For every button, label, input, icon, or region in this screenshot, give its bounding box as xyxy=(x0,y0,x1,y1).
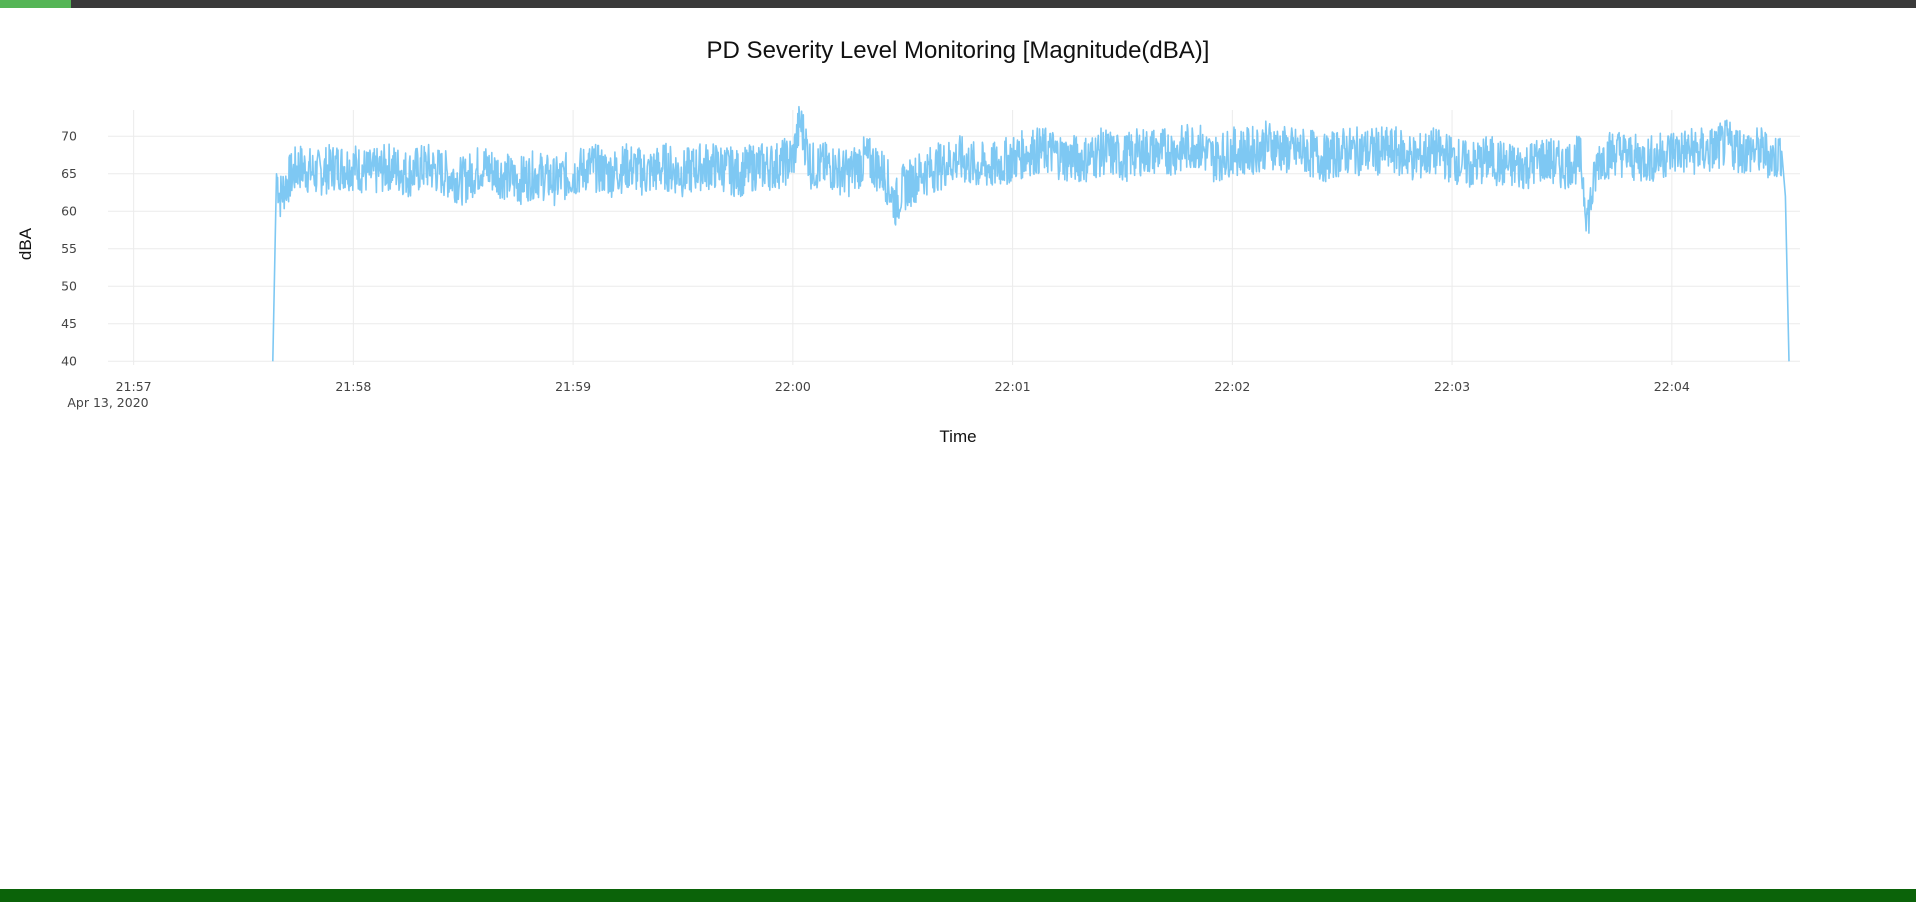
y-tick-label: 55 xyxy=(61,241,77,256)
x-tick-label: 22:02 xyxy=(1214,379,1250,394)
chart: PD Severity Level Monitoring [Magnitude(… xyxy=(16,37,1800,446)
chart-title: PD Severity Level Monitoring [Magnitude(… xyxy=(707,37,1210,64)
top-bar xyxy=(0,0,1916,8)
x-tick-label: 21:58 xyxy=(335,379,371,394)
y-tick-label: 60 xyxy=(61,203,77,218)
x-tick-label: 22:03 xyxy=(1434,379,1470,394)
y-tick-label: 70 xyxy=(61,128,77,143)
series-point xyxy=(480,165,482,167)
y-tick-label: 45 xyxy=(61,316,77,331)
top-progress-indicator xyxy=(0,0,71,8)
y-axis-ticks: 40 45 50 55 60 65 70 xyxy=(61,128,77,368)
x-tick-label: 22:01 xyxy=(995,379,1031,394)
x-tick-label: 22:00 xyxy=(775,379,811,394)
x-tick-label: 22:04 xyxy=(1654,379,1690,394)
y-axis-title: dBA xyxy=(16,227,35,260)
series-line xyxy=(272,105,1790,362)
x-tick-label: 21:57 xyxy=(116,379,152,394)
plot-area xyxy=(272,105,1790,362)
x-tick-label: 21:59 xyxy=(555,379,591,394)
y-tick-label: 40 xyxy=(61,353,77,368)
y-tick-label: 65 xyxy=(61,166,77,181)
y-tick-label: 50 xyxy=(61,278,77,293)
footer-bar xyxy=(0,889,1916,902)
x-axis-date-label: Apr 13, 2020 xyxy=(67,395,148,410)
x-axis-ticks: 21:57 21:58 21:59 22:00 22:01 22:02 22:03 22:04 xyxy=(116,379,1690,394)
x-axis-title: Time xyxy=(939,427,976,446)
